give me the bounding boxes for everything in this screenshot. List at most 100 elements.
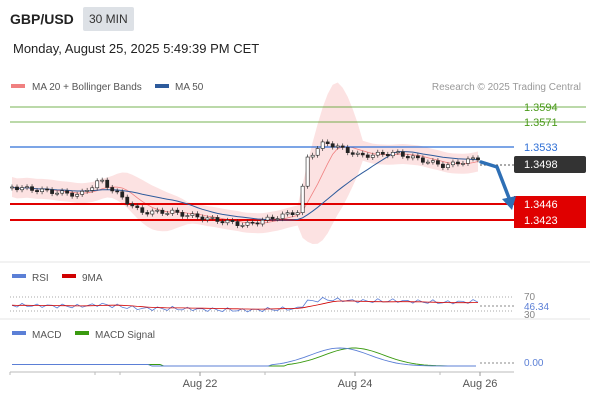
candle-body-86 [441,163,445,168]
currency-pair: GBP/USD [10,11,74,27]
rsi-legend-swatch [12,274,26,278]
candle-body-22 [120,191,125,198]
moving-averages [11,151,479,221]
candle-body-2 [20,187,24,191]
candle-body-42 [220,221,225,224]
candle-body-23 [125,196,130,205]
candle-body-43 [225,220,230,224]
candle-body-50 [260,219,265,225]
candle-body-35 [185,215,190,217]
candle-body-28 [150,210,155,215]
candle-body-70 [360,152,365,156]
candle-body-74 [380,151,385,155]
candle-body-21 [115,190,120,193]
candle-body-15 [85,190,90,192]
candle-body-56 [290,212,295,215]
candle-body-4 [30,186,34,191]
candle-body-76 [390,152,395,157]
candle-body-18 [100,179,105,182]
candle-body-11 [65,190,70,194]
candle-body-81 [415,155,420,159]
candle-body-93 [476,157,480,161]
candle-body-59 [305,156,310,187]
ma50-legend-label: MA 50 [175,82,204,93]
ma20-line [11,146,479,224]
current-price-tag [514,156,586,173]
rsi-legend-label: RSI [32,273,49,284]
level-label-3: 1.3446 [524,199,558,211]
candle-body-27 [145,212,150,215]
rsi-ma-legend-label: 9MA [82,273,103,284]
level-label-4: 1.3423 [524,215,558,227]
level-tag-4 [514,212,586,228]
candle-body-13 [75,194,80,197]
rsi-value: 46.34 [524,302,549,313]
candle-body-62 [320,141,325,149]
candle-body-83 [425,161,430,164]
candle-body-36 [190,213,195,216]
candle-body-46 [240,225,245,227]
macd-value: 0.00 [524,358,544,369]
candle-body-51 [265,216,270,221]
candle-body-61 [315,148,320,156]
candle-body-7 [45,188,49,191]
candle-body-6 [40,188,44,193]
forecast-arrowhead [502,196,516,210]
candle-body-63 [325,141,330,144]
forecast-arrow [479,160,511,200]
candle-body-40 [210,217,215,219]
candle-body-73 [375,151,380,156]
macd-signal-legend-label: MACD Signal [95,330,155,341]
candle-body-31 [165,213,170,215]
candle-body-5 [35,190,39,193]
current-price-value: 1.3498 [524,159,558,171]
price-candles [10,139,480,229]
candle-body-85 [436,160,440,165]
candle-body-1 [15,186,19,191]
ma50-legend-swatch [155,84,169,88]
macd-legend-swatch [12,331,26,335]
candle-body-91 [466,158,470,164]
level-label-0: 1.3594 [524,102,558,114]
candle-body-12 [70,192,75,197]
candle-body-92 [471,157,475,160]
candle-body-10 [60,190,65,194]
time-ticks: Aug 22 Aug 24 Aug 26 [9,372,498,390]
candle-body-0 [10,186,14,189]
candle-body-34 [180,212,185,217]
bollinger-legend-swatch [11,84,25,88]
chart-header: GBP/USD 30 MIN [0,0,590,36]
candle-body-25 [135,205,140,208]
candle-body-57 [295,212,300,215]
ma50-line [11,151,479,221]
candle-body-58 [300,185,305,213]
candle-body-75 [385,154,390,157]
macd-signal-line [12,347,476,367]
macd-signal-legend-swatch [75,331,89,335]
candle-body-80 [410,155,415,159]
copyright-text: Research © 2025 Trading Central [432,82,581,93]
candle-body-30 [160,209,165,214]
timeframe-button[interactable]: 30 MIN [83,7,134,31]
candle-body-19 [105,179,110,188]
candle-body-52 [270,216,275,220]
time-tick-label-2: Aug 26 [463,378,498,390]
candle-body-33 [175,209,180,213]
candle-body-54 [280,213,285,219]
candle-body-41 [215,217,220,222]
bollinger-legend-label: MA 20 + Bollinger Bands [32,82,142,93]
candle-body-20 [110,187,115,192]
candle-body-37 [195,213,200,218]
candle-body-55 [285,212,290,215]
candle-body-84 [431,160,435,163]
candle-body-64 [330,143,335,148]
candle-body-29 [155,209,160,212]
candle-body-67 [345,147,350,153]
level-label-1: 1.3571 [524,117,558,129]
time-tick-label-1: Aug 24 [338,378,373,390]
rsi-level-30: 30 [524,310,536,321]
candle-body-44 [230,220,235,222]
rsi-level-70: 70 [524,292,536,303]
candle-body-26 [140,207,145,213]
